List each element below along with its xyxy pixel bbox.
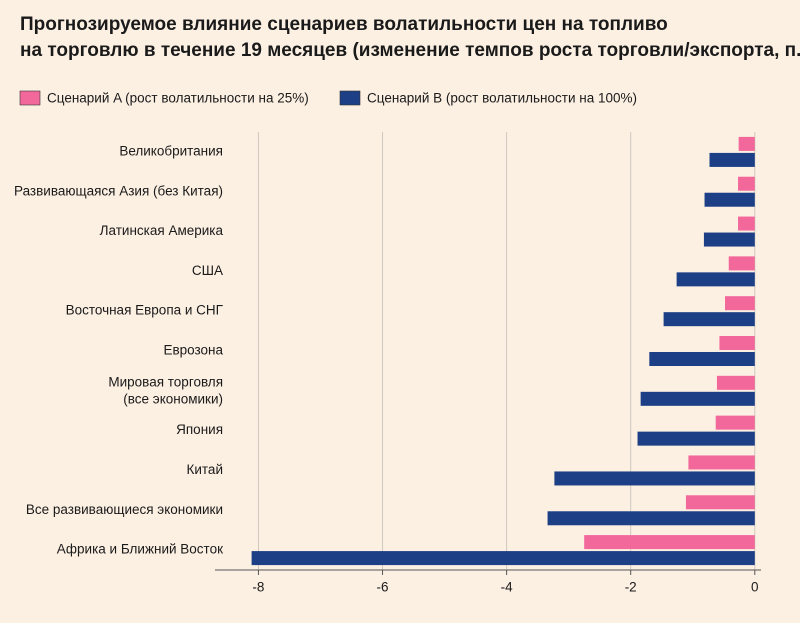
x-tick-label: -6 [377, 580, 389, 595]
bar [649, 352, 755, 366]
y-tick-label: Африка и Ближний Восток [57, 542, 223, 557]
bar [716, 375, 755, 390]
y-tick-label: Все развивающиеся экономики [26, 502, 223, 517]
y-tick-label: Великобритания [119, 143, 223, 158]
bar [725, 296, 755, 311]
bar [738, 176, 755, 191]
x-tick-label: -2 [625, 580, 637, 595]
bar [637, 431, 755, 446]
bar [685, 495, 755, 510]
legend-label: Сценарий B (рост волатильности на 100%) [367, 91, 637, 106]
bar [584, 535, 755, 550]
bar [738, 136, 755, 151]
bar [547, 511, 755, 526]
bar [738, 216, 755, 231]
y-tick-label: США [192, 263, 223, 278]
y-tick-label: Еврозона [163, 343, 223, 358]
y-tick-label: Латинская Америка [100, 223, 224, 238]
bar [688, 455, 755, 470]
bar [676, 272, 755, 287]
bar [715, 415, 755, 430]
y-tick-label: Развивающаяся Азия (без Китая) [14, 183, 223, 198]
bar [663, 312, 755, 327]
x-tick-label: 0 [751, 580, 759, 595]
bar [640, 391, 755, 406]
y-tick-label: Китай [187, 462, 224, 477]
bar [704, 192, 755, 207]
bar [719, 336, 755, 350]
bar [709, 152, 755, 167]
bar [251, 551, 755, 566]
x-tick-label: -4 [501, 580, 513, 595]
chart-title: Прогнозируемое влияние сценариев волатил… [20, 14, 668, 35]
bar [728, 256, 755, 271]
y-tick-label: Восточная Европа и СНГ [66, 303, 224, 318]
x-tick-label: -8 [252, 580, 264, 595]
bar [703, 232, 755, 247]
y-tick-label: Япония [176, 422, 223, 437]
legend-swatch [339, 90, 361, 106]
legend-label: Сценарий A (рост волатильности на 25%) [47, 91, 309, 106]
legend-swatch [19, 90, 41, 106]
y-tick-label: Мировая торговля (все экономики) [108, 374, 223, 406]
bar [554, 471, 755, 486]
chart-title: на торговлю в течение 19 месяцев (измене… [20, 40, 800, 61]
